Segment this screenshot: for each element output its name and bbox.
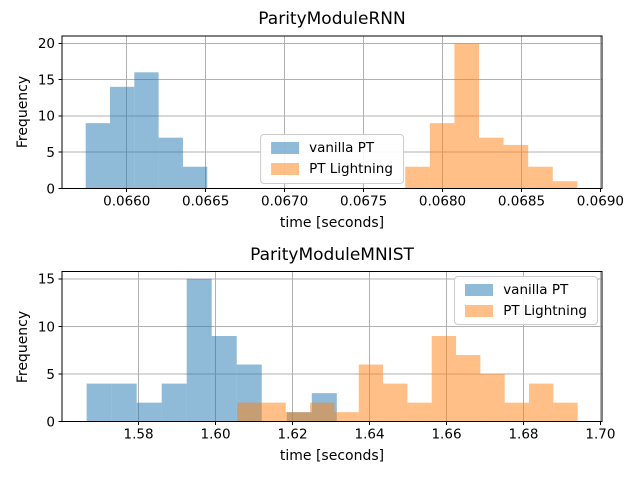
x-tick-label: 1.60 (201, 427, 231, 443)
x-tick-label: 1.58 (124, 427, 154, 443)
histogram-bar (358, 364, 384, 422)
x-tick-label: 0.0660 (103, 194, 150, 210)
page-title: ParityModuleMNIST (250, 244, 414, 265)
histogram-bar (334, 412, 359, 422)
y-tick-label: 5 (46, 367, 55, 383)
histogram-bar (503, 144, 529, 189)
x-tick-label: 0.0670 (261, 194, 308, 210)
histogram-bar (504, 402, 530, 422)
subplot-parity-module-rnn: ParityModuleRNN Frequency time [seconds]… (15, 9, 624, 231)
histogram-bar (407, 402, 432, 422)
x-tick-label: 1.70 (585, 427, 615, 443)
y-tick-label: 15 (38, 272, 55, 288)
x-tick-label: 1.62 (278, 427, 308, 443)
legend: vanilla PT PT Lightning (260, 134, 404, 184)
legend-label: PT Lightning (503, 302, 587, 319)
histogram-bar (261, 402, 286, 422)
histogram-bar (431, 335, 457, 422)
x-tick-label: 0.0675 (340, 194, 387, 210)
histogram-bar (479, 137, 504, 189)
legend-swatch-icon (465, 304, 494, 317)
series-pt-lightning (237, 335, 578, 422)
y-tick-label: 0 (46, 181, 55, 197)
axes-spines (61, 35, 603, 189)
histogram-bar (237, 402, 262, 422)
histogram-bar (310, 402, 335, 422)
legend-swatch-icon (271, 163, 300, 176)
y-tick-label: 20 (38, 36, 55, 52)
legend-entry: vanilla PT (465, 281, 587, 298)
histogram-bar (480, 374, 505, 422)
histogram-bar (85, 123, 110, 189)
x-tick-label: 1.64 (354, 427, 384, 443)
histogram-bar (186, 278, 212, 422)
legend: vanilla PT PT Lightning (454, 275, 598, 326)
histogram-bar (110, 86, 135, 189)
series-pt-lightning (405, 43, 578, 189)
histogram-bar (161, 383, 187, 422)
histogram-bar (456, 355, 481, 422)
histogram-bar (158, 137, 183, 189)
axes-area: 1.58 1.60 1.62 1.64 1.66 1.68 1.70 0 5 10 15 (38, 271, 615, 443)
x-tick-label: 0.0680 (419, 194, 466, 210)
y-tick-label: 10 (38, 109, 55, 125)
histogram-bar (454, 43, 480, 189)
legend-entry: PT Lightning (271, 162, 393, 177)
histogram-bar (134, 72, 159, 189)
page-title: ParityModuleRNN (258, 9, 406, 29)
series-vanilla-pt (86, 278, 337, 422)
legend-label: vanilla PT (309, 140, 375, 157)
series-vanilla-pt (85, 72, 208, 189)
histogram-bar (86, 383, 112, 422)
legend-entry: PT Lightning (465, 302, 587, 319)
x-tick-label: 0.0690 (577, 194, 624, 210)
subplot-parity-module-mnist: ParityModuleMNIST Frequency time [second… (0, 240, 640, 480)
histogram-bar (553, 402, 578, 422)
histogram-bar (528, 166, 553, 189)
axes-area: 0.0660 0.0665 0.0670 0.0675 0.0680 0.0685 0.06… (38, 35, 624, 210)
legend-swatch-icon (465, 284, 494, 297)
x-tick-label: 0.0665 (182, 194, 229, 210)
histogram-bar (429, 123, 455, 189)
y-tick-label: 10 (38, 319, 55, 335)
legend-label: vanilla PT (503, 281, 569, 298)
histogram-bar (182, 166, 208, 189)
y-tick-label: 15 (38, 72, 55, 88)
x-axis-label: time [seconds] (279, 214, 385, 231)
x-tick-label: 0.0685 (498, 194, 545, 210)
histogram-bar (529, 383, 554, 422)
histogram-bar (111, 383, 137, 422)
legend-label: PT Lightning (309, 160, 393, 177)
histogram-bar (405, 166, 430, 189)
axes-spines (61, 271, 603, 423)
legend-entry: vanilla PT (271, 141, 393, 156)
legend-swatch-icon (271, 142, 300, 155)
x-tick-label: 1.66 (431, 427, 461, 443)
histogram-bar (285, 412, 311, 422)
histogram-bar (136, 402, 162, 422)
y-tick-label: 5 (46, 145, 55, 161)
histogram-bar (552, 181, 578, 189)
x-tick-label: 1.68 (508, 427, 538, 443)
histogram-bar (383, 383, 408, 422)
y-tick-label: 0 (46, 415, 55, 431)
histogram-bar (211, 335, 237, 422)
x-axis-label: time [seconds] (279, 447, 385, 464)
